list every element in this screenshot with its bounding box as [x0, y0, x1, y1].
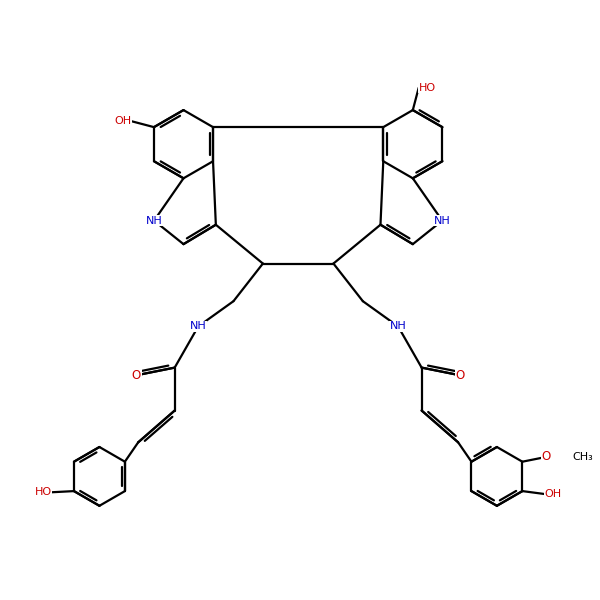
Text: NH: NH: [434, 215, 451, 226]
Text: NH: NH: [390, 322, 406, 331]
Text: OH: OH: [545, 489, 562, 499]
Text: O: O: [541, 451, 551, 463]
Text: HO: HO: [34, 487, 52, 497]
Text: CH₃: CH₃: [572, 452, 593, 462]
Text: O: O: [132, 369, 141, 382]
Text: O: O: [455, 369, 464, 382]
Text: NH: NH: [190, 322, 206, 331]
Text: OH: OH: [115, 116, 131, 126]
Text: HO: HO: [419, 83, 436, 93]
Text: NH: NH: [146, 215, 163, 226]
